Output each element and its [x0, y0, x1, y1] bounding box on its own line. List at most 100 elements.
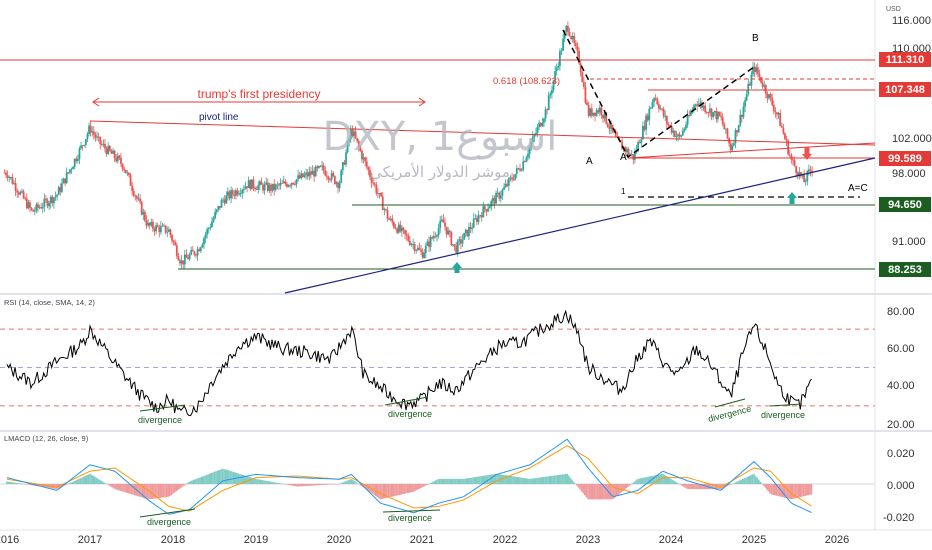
macd-hist-bar-106 [175, 484, 177, 492]
macd-hist-bar-60 [101, 481, 104, 484]
candle-body-205 [330, 173, 333, 180]
candle-body-493 [790, 155, 793, 160]
candle-body-73 [120, 158, 122, 164]
macd-hist-bar-77 [129, 484, 131, 494]
candle-body-55 [91, 131, 94, 133]
macd-hist-bar-312 [504, 475, 506, 484]
candle-body-349 [560, 50, 563, 52]
candle-body-136 [220, 199, 223, 208]
candle-body-116 [188, 254, 191, 260]
candle-body-365 [586, 102, 588, 105]
macd-hist-bar-344 [555, 475, 557, 484]
macd-hist-bar-350 [564, 473, 567, 484]
macd-hist-bar-245 [397, 484, 399, 496]
candle-body-488 [782, 127, 785, 134]
candle-body-485 [777, 113, 780, 115]
candle-body-371 [595, 110, 598, 116]
macd-tick-neg: -0.020 [883, 512, 914, 524]
candle-body-194 [313, 170, 315, 177]
candle-body-213 [343, 162, 346, 165]
candle-body-5 [11, 177, 14, 184]
candle-body-415 [665, 116, 668, 125]
candle-body-250 [402, 227, 405, 231]
candle-body-215 [346, 141, 349, 153]
up-arrow-stem-2 [454, 268, 460, 273]
macd-hist-bar-441 [710, 484, 712, 490]
candle-body-25 [43, 198, 46, 207]
candle-body-21 [37, 204, 39, 208]
macd-hist-bar-43 [74, 480, 77, 484]
macd-hist-bar-493 [793, 484, 795, 499]
candle-body-247 [397, 224, 400, 233]
candle-body-56 [92, 131, 95, 135]
macd-hist-bar-5 [14, 482, 16, 484]
candle-body-449 [720, 115, 723, 118]
candle-body-24 [41, 206, 44, 209]
macd-hist-bar-165 [269, 481, 272, 484]
down-arrow-marker [802, 154, 812, 160]
candle-body-80 [131, 185, 134, 191]
macd-hist-bar-169 [275, 482, 278, 484]
macd-hist-bar-502 [807, 484, 810, 496]
candle-body-476 [763, 85, 766, 87]
candle-body-147 [238, 193, 240, 195]
macd-hist-bar-240 [389, 484, 391, 498]
candle-body-16 [29, 202, 31, 208]
macd-hist-bar-281 [454, 478, 457, 484]
macd-hist-bar-216 [350, 479, 353, 484]
candle-body-40 [67, 172, 70, 174]
candle-body-262 [421, 251, 424, 258]
candle-body-307 [493, 197, 496, 204]
candle-body-138 [223, 199, 226, 204]
level-badge-88-bg [879, 262, 931, 277]
macd-hist-bar-357 [576, 484, 578, 486]
macd-hist-bar-266 [430, 482, 433, 484]
candle-body-207 [333, 175, 336, 184]
macd-hist-bar-91 [151, 484, 154, 499]
candle-body-131 [212, 218, 215, 222]
candle-body-95 [155, 225, 157, 232]
candle-body-219 [353, 131, 355, 137]
candle-body-497 [796, 172, 799, 177]
time-tick-2026: 2026 [825, 534, 849, 546]
candle-body-229 [369, 170, 371, 177]
macd-hist-bar-208 [338, 484, 340, 485]
candle-body-302 [485, 209, 488, 212]
candle-body-197 [317, 165, 320, 169]
macd-hist-bar-233 [378, 484, 380, 499]
candle-body-286 [460, 239, 462, 244]
rsi-divergence-line-2 [384, 396, 429, 406]
candle-body-313 [503, 187, 505, 190]
candle-body-458 [734, 130, 737, 144]
macd-hist-bar-376 [606, 484, 608, 500]
candle-body-333 [535, 133, 537, 135]
candle-body-63 [104, 143, 106, 149]
candle-body-183 [295, 179, 298, 185]
macd-hist-bar-154 [252, 477, 254, 484]
macd-hist-bar-82 [137, 484, 139, 497]
candle-body-424 [680, 135, 683, 137]
level-badge-111: 111.310 [879, 52, 931, 67]
macd-hist-bar-257 [416, 484, 419, 490]
macd-hist-bar-335 [540, 477, 543, 484]
macd-hist-bar-442 [711, 484, 714, 490]
macd-hist-bar-501 [805, 484, 808, 496]
candle-body-277 [445, 226, 448, 235]
macd-hist-bar-420 [676, 482, 679, 484]
candle-body-483 [774, 111, 777, 113]
candle-body-469 [752, 66, 754, 75]
macd-hist-bar-1 [7, 481, 10, 484]
macd-hist-bar-181 [295, 484, 297, 487]
candle-body-323 [519, 168, 521, 171]
candle-body-263 [423, 253, 426, 258]
candle-body-202 [325, 175, 328, 177]
candle-body-308 [495, 192, 497, 204]
candle-body-489 [784, 133, 786, 140]
candle-body-51 [84, 139, 87, 145]
candle-body-430 [689, 111, 692, 116]
macd-hist-bar-247 [400, 484, 403, 495]
candle-body-438 [702, 105, 705, 108]
macd-hist-bar-497 [799, 484, 802, 498]
macd-hist-bar-373 [601, 484, 604, 500]
macd-hist-bar-304 [491, 474, 494, 484]
